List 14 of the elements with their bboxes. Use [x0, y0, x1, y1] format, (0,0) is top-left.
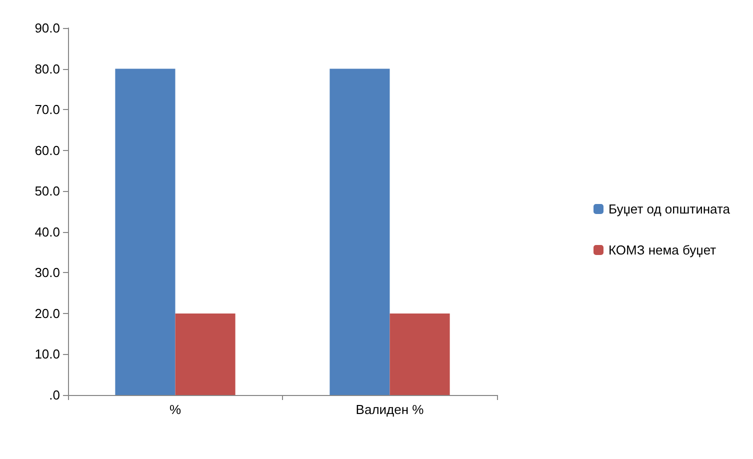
y-tick-label: 50.0 — [34, 184, 60, 199]
y-tick-label: 70.0 — [34, 102, 60, 118]
y-tick-label: .0 — [49, 388, 60, 402]
y-tick-label: 30.0 — [34, 265, 60, 280]
x-tick-label: Валиден % — [356, 402, 424, 417]
y-tick-label: 90.0 — [34, 20, 60, 36]
y-tick-label: 20.0 — [34, 306, 60, 321]
x-tick-label: % — [169, 402, 182, 417]
legend-label: КОМЗ нема буџет — [608, 242, 716, 258]
y-tick-label: 60.0 — [34, 142, 60, 158]
y-tick-label: 40.0 — [34, 224, 60, 240]
y-tick-label: 10.0 — [34, 346, 60, 362]
legend-label: Буџет од општината — [608, 202, 731, 216]
y-tick-label: 80.0 — [34, 61, 60, 76]
